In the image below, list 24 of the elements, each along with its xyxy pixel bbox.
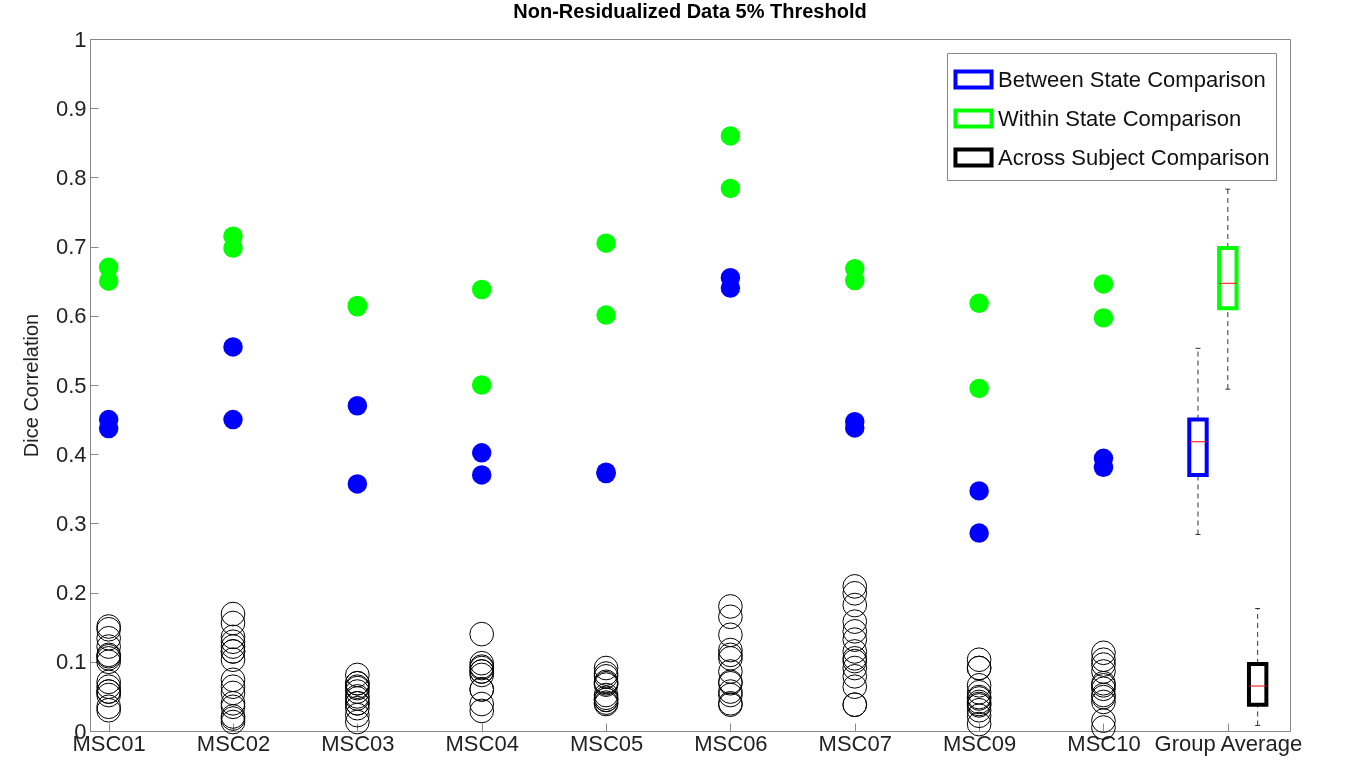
y-tick-label: 0.5 (55, 372, 87, 398)
legend-label: Across Subject Comparison (998, 144, 1270, 170)
y-axis-title: Dice Correlation (19, 313, 42, 458)
x-tick-label: MSC07 (818, 730, 892, 756)
y-tick-label: 0.9 (55, 95, 87, 121)
legend-label: Within State Comparison (998, 105, 1242, 131)
x-tick-label: MSC06 (694, 730, 768, 756)
x-tick-label: MSC02 (196, 730, 271, 756)
x-tick-label: MSC10 (1067, 730, 1141, 756)
chart-title: Non-Residualized Data 5% Threshold (513, 0, 867, 22)
x-tick-label: Group Average (1154, 730, 1303, 756)
y-tick-label: 0.4 (55, 441, 87, 467)
y-tick-label: 1 (74, 26, 87, 52)
y-tick-label: 0.3 (55, 510, 87, 536)
x-tick-label: MSC04 (445, 730, 519, 756)
legend-label: Between State Comparison (998, 66, 1266, 92)
x-tick-label: MSC05 (569, 730, 644, 756)
x-tick-label: MSC09 (942, 730, 1017, 756)
y-tick-label: 0.2 (55, 580, 87, 606)
y-tick-label: 0.8 (55, 164, 87, 190)
x-tick-label: MSC03 (321, 730, 395, 756)
y-tick-label: 0.1 (55, 649, 87, 675)
y-tick-label: 0.7 (55, 234, 87, 260)
y-tick-label: 0.6 (55, 303, 87, 329)
